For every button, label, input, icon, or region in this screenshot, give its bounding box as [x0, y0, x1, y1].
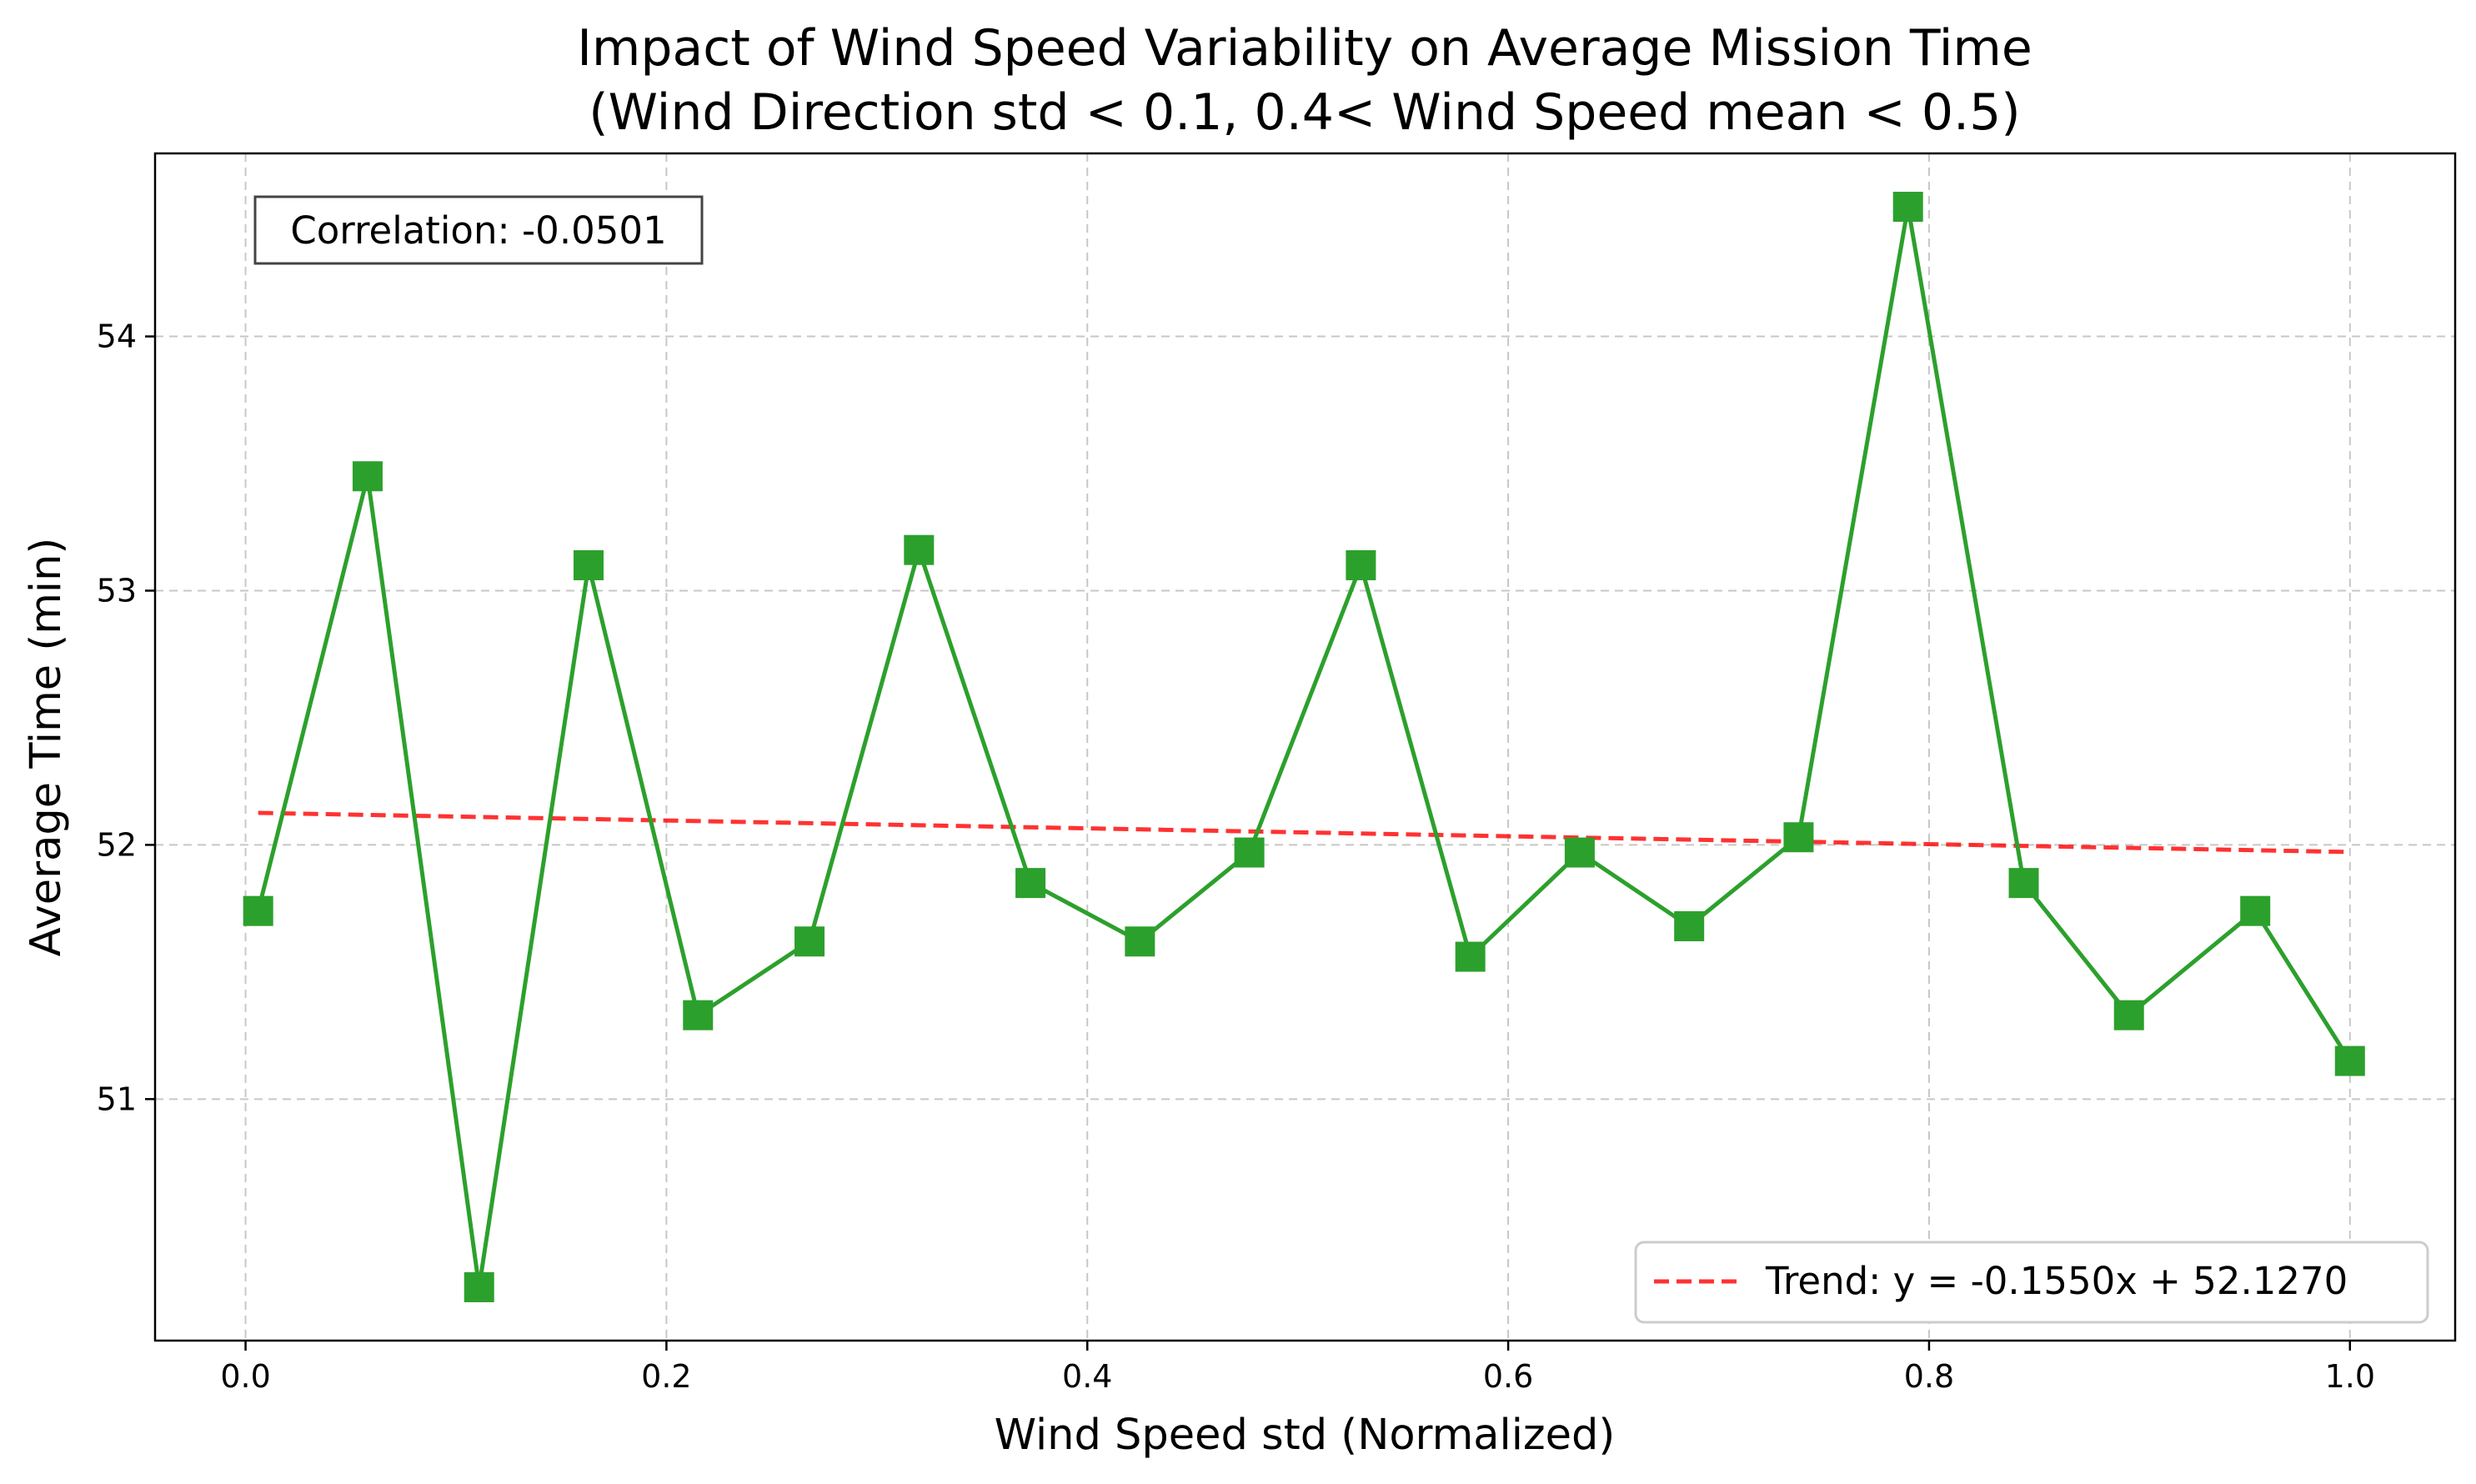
y-axis-label: Average Time (min) — [22, 538, 71, 957]
data-point — [794, 926, 825, 957]
data-point — [1564, 837, 1595, 868]
data-point — [1783, 822, 1814, 853]
x-tick-label: 0.0 — [220, 1358, 270, 1395]
data-point — [2113, 1000, 2144, 1030]
correlation-annotation: Correlation: -0.0501 — [253, 195, 704, 265]
trend-line — [258, 810, 2350, 855]
annotation-text: Correlation: -0.0501 — [290, 208, 666, 253]
plot-frame — [153, 152, 2457, 1342]
y-axis-ticks: 51 52 53 54 — [97, 318, 155, 1117]
x-tick-label: 0.8 — [1904, 1358, 1954, 1395]
y-tick-label: 51 — [97, 1080, 137, 1117]
data-point — [2008, 868, 2039, 899]
grid — [155, 153, 2455, 1341]
y-tick-label: 52 — [97, 826, 137, 863]
data-point — [464, 1271, 494, 1302]
data-point — [243, 895, 273, 926]
data-point — [1674, 910, 1705, 941]
y-tick-label: 53 — [97, 572, 137, 609]
annotation-box — [253, 195, 704, 265]
data-point — [904, 534, 935, 565]
legend-box — [1634, 1241, 2429, 1324]
series-group — [243, 192, 2365, 1302]
x-tick-label: 0.2 — [641, 1358, 691, 1395]
x-tick-label: 0.6 — [1483, 1358, 1533, 1395]
data-point — [1234, 837, 1265, 868]
chart-title-line2: (Wind Direction std < 0.1, 0.4< Wind Spe… — [589, 83, 2020, 142]
trend-line-group — [258, 810, 2350, 855]
data-point — [352, 461, 383, 492]
y-tick-label: 54 — [97, 318, 137, 355]
data-point — [1125, 926, 1155, 957]
legend-trend-label: Trend: y = -0.1550x + 52.1270 — [1765, 1259, 2348, 1303]
data-point — [1015, 868, 1046, 899]
data-point — [1455, 941, 1486, 972]
x-tick-label: 0.4 — [1062, 1358, 1112, 1395]
data-point — [1892, 192, 1923, 223]
data-point — [2334, 1045, 2365, 1076]
x-axis-label: Wind Speed std (Normalized) — [995, 1411, 1616, 1460]
data-point — [573, 549, 604, 580]
data-point — [1346, 549, 1376, 580]
legend: Trend: y = -0.1550x + 52.1270 — [1634, 1241, 2429, 1324]
data-point — [683, 1000, 714, 1030]
data-point — [2240, 895, 2271, 926]
x-tick-label: 1.0 — [2325, 1358, 2375, 1395]
chart-title-line1: Impact of Wind Speed Variability on Aver… — [577, 19, 2032, 78]
x-axis-ticks: 0.0 0.2 0.4 0.6 0.8 1.0 — [220, 1341, 2375, 1395]
series-line — [256, 204, 2352, 1290]
